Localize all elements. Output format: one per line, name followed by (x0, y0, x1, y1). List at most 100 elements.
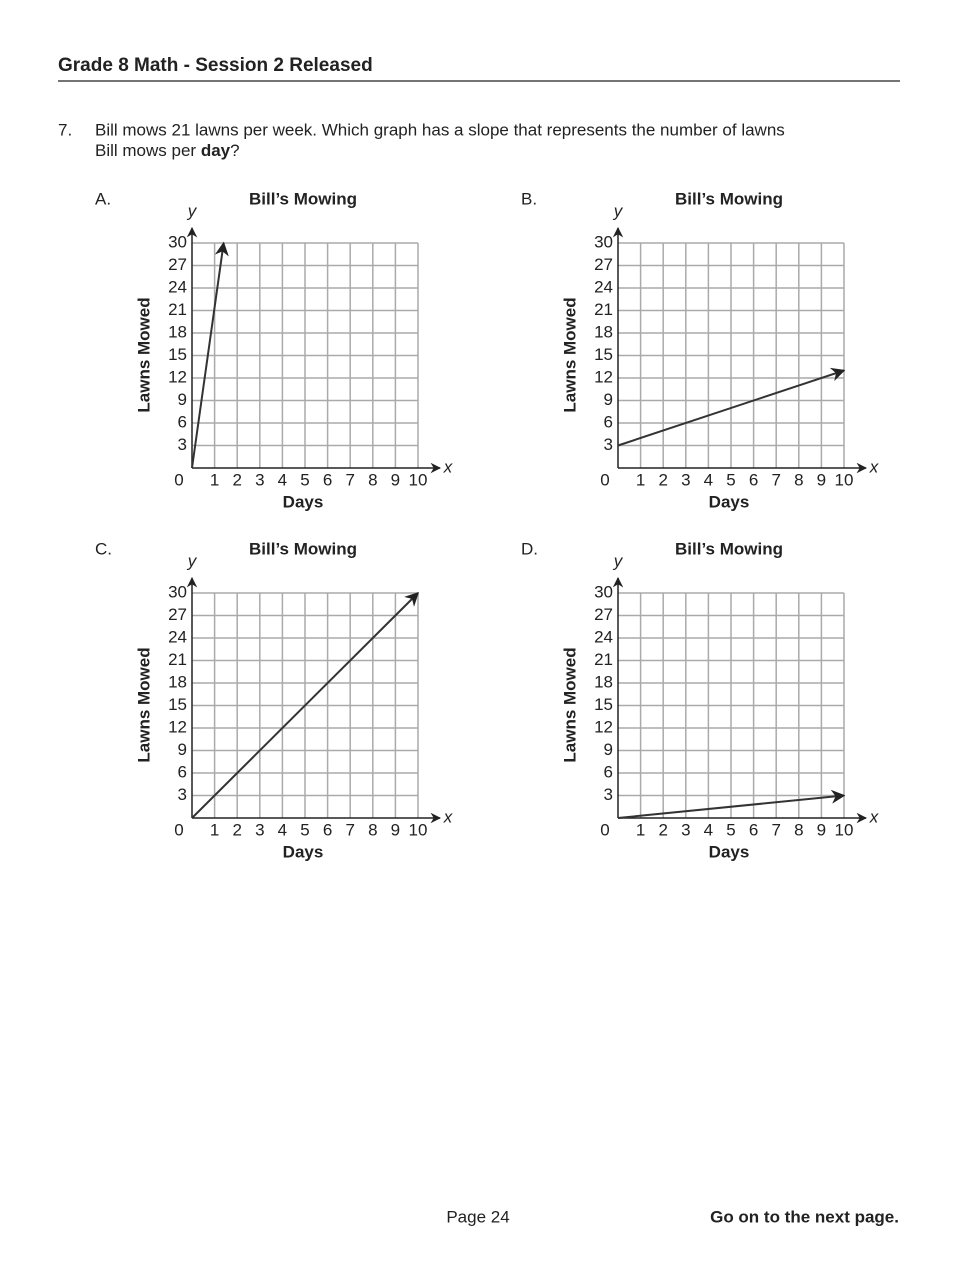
x-tick-label: 2 (232, 470, 241, 489)
x-tick-label: 6 (323, 820, 332, 839)
x-tick-label: 3 (681, 470, 690, 489)
y-tick-label: 15 (594, 345, 613, 364)
y-tick-label: 24 (168, 627, 187, 646)
chart-title: Bill’s Mowing (249, 189, 357, 208)
x-tick-label: 3 (681, 820, 690, 839)
option-label: A. (95, 189, 111, 208)
x-tick-label: 0 (600, 470, 609, 489)
x-tick-label: 5 (300, 470, 309, 489)
option-label: C. (95, 539, 112, 558)
x-tick-label: 9 (391, 820, 400, 839)
y-tick-label: 18 (168, 322, 187, 341)
x-tick-label: 2 (658, 470, 667, 489)
y-tick-label: 27 (168, 605, 187, 624)
y-tick-label: 15 (168, 345, 187, 364)
x-tick-label: 8 (368, 470, 377, 489)
option-label: D. (521, 539, 538, 558)
question-number: 7. (58, 120, 72, 139)
y-tick-label: 6 (178, 762, 187, 781)
data-line (617, 789, 846, 819)
x-axis-label: Days (709, 492, 750, 511)
x-tick-label: 9 (817, 820, 826, 839)
y-tick-label: 30 (594, 582, 613, 601)
x-tick-label: 0 (174, 820, 183, 839)
y-tick-label: 9 (604, 740, 613, 759)
x-tick-label: 1 (636, 820, 645, 839)
y-tick-label: 3 (604, 435, 613, 454)
y-tick-label: 6 (178, 412, 187, 431)
option-label: B. (521, 189, 537, 208)
chart-title: Bill’s Mowing (675, 189, 783, 208)
y-tick-label: 12 (594, 717, 613, 736)
text: ? (230, 141, 239, 160)
x-axis-label: Days (709, 842, 750, 861)
data-line (191, 241, 229, 469)
y-tick-label: 21 (168, 650, 187, 669)
y-tick-label: 24 (594, 277, 613, 296)
data-line (617, 367, 846, 447)
page-number: Page 24 (446, 1207, 509, 1226)
x-tick-label: 3 (255, 470, 264, 489)
y-tick-label: 15 (594, 695, 613, 714)
text: Bill mows per (95, 141, 201, 160)
y-tick-label: 3 (178, 785, 187, 804)
y-axis-label: Lawns Mowed (134, 647, 153, 762)
y-tick-label: 15 (168, 695, 187, 714)
x-tick-label: 4 (278, 820, 287, 839)
x-tick-label: 6 (323, 470, 332, 489)
x-tick-label: 7 (345, 820, 354, 839)
question-text: Bill mows 21 lawns per week. Which graph… (95, 120, 785, 139)
x-tick-label: 10 (835, 820, 854, 839)
y-axis-label: Lawns Mowed (134, 297, 153, 412)
y-tick-label: 12 (594, 367, 613, 386)
x-tick-label: 5 (726, 820, 735, 839)
data-line (191, 592, 419, 819)
x-tick-label: 9 (817, 470, 826, 489)
y-tick-label: 30 (168, 232, 187, 251)
x-tick-label: 9 (391, 470, 400, 489)
x-tick-label: 4 (278, 470, 287, 489)
x-tick-label: 4 (704, 470, 713, 489)
next-page: Go on to the next page. (710, 1207, 899, 1226)
x-tick-label: 7 (771, 470, 780, 489)
x-tick-label: 0 (174, 470, 183, 489)
x-tick-label: 3 (255, 820, 264, 839)
x-tick-label: 8 (368, 820, 377, 839)
y-tick-label: 27 (594, 255, 613, 274)
x-axis-label: Days (283, 492, 324, 511)
y-tick-label: 12 (168, 367, 187, 386)
x-tick-label: 6 (749, 820, 758, 839)
axis-name: x (443, 457, 453, 476)
axis-name: x (443, 807, 453, 826)
x-tick-label: 1 (210, 820, 219, 839)
header-title: Grade 8 Math - Session 2 Released (58, 55, 373, 76)
y-tick-label: 27 (594, 605, 613, 624)
y-tick-label: 21 (594, 300, 613, 319)
x-tick-label: 2 (658, 820, 667, 839)
x-tick-label: 5 (726, 470, 735, 489)
x-tick-label: 8 (794, 470, 803, 489)
x-tick-label: 4 (704, 820, 713, 839)
axis-name: y (187, 551, 198, 570)
y-axis-label: Lawns Mowed (560, 647, 579, 762)
x-tick-label: 10 (409, 820, 428, 839)
x-tick-label: 10 (835, 470, 854, 489)
y-tick-label: 27 (168, 255, 187, 274)
x-tick-label: 1 (636, 470, 645, 489)
x-axis-label: Days (283, 842, 324, 861)
y-tick-label: 18 (594, 322, 613, 341)
y-tick-label: 3 (178, 435, 187, 454)
x-tick-label: 10 (409, 470, 428, 489)
y-tick-label: 24 (594, 627, 613, 646)
y-tick-label: 9 (178, 740, 187, 759)
question-text: Bill mows per day? (95, 141, 240, 160)
axis-name: y (187, 201, 198, 220)
y-tick-label: 21 (168, 300, 187, 319)
y-tick-label: 6 (604, 412, 613, 431)
x-tick-label: 1 (210, 470, 219, 489)
x-tick-label: 5 (300, 820, 309, 839)
y-tick-label: 9 (178, 390, 187, 409)
y-tick-label: 24 (168, 277, 187, 296)
axis-name: x (869, 457, 879, 476)
x-tick-label: 7 (345, 470, 354, 489)
